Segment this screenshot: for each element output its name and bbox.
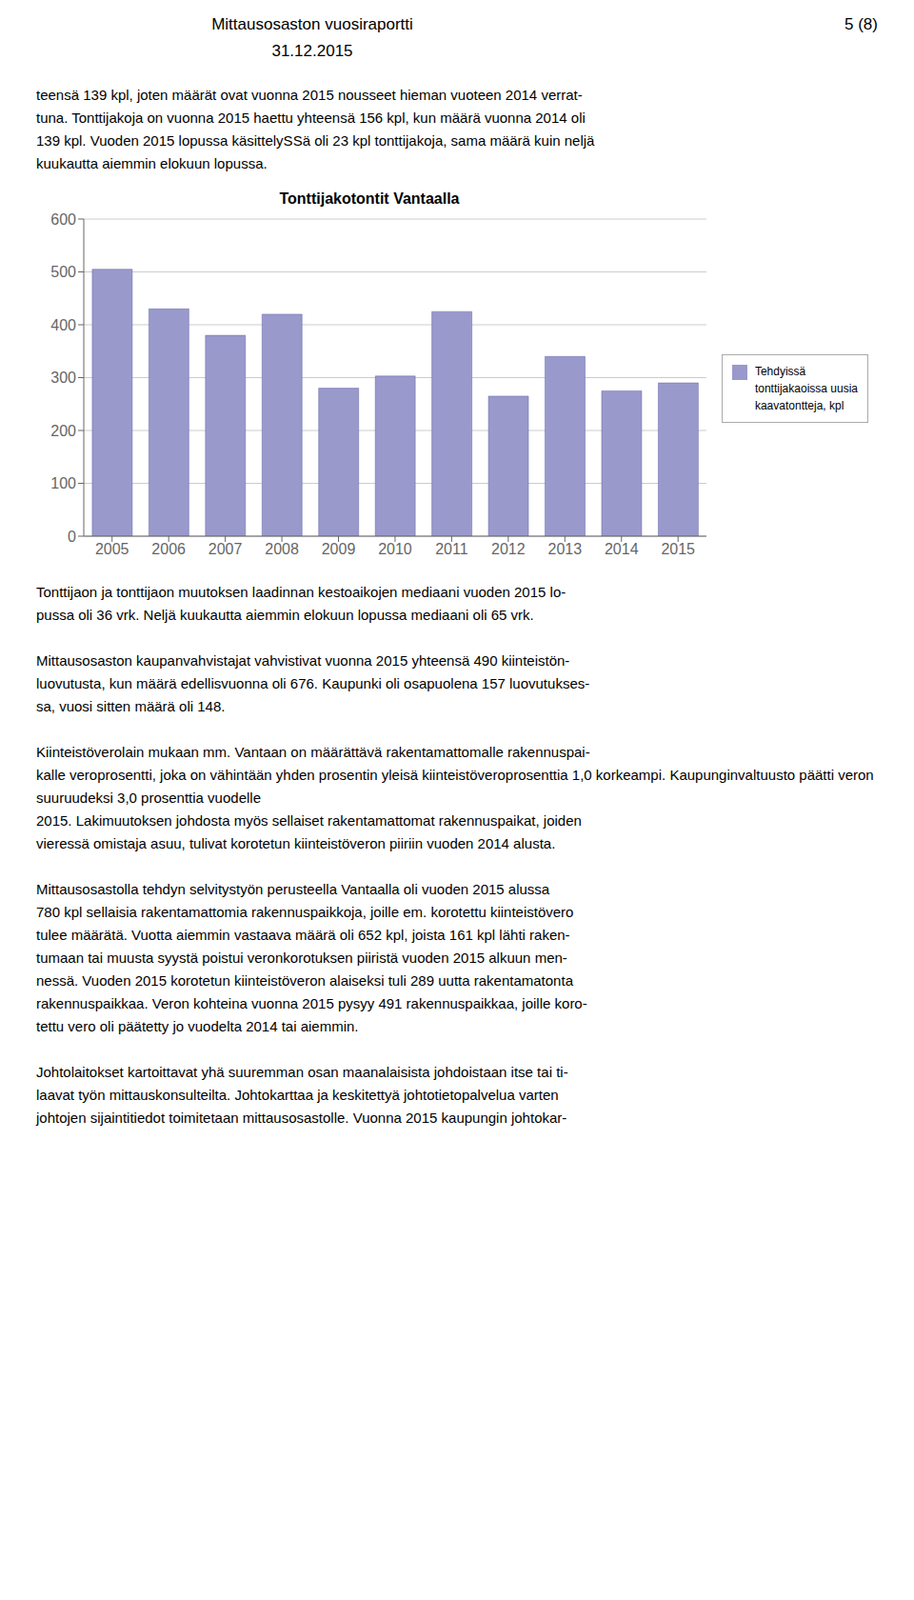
- html-text:Mittausosastolla tehdyn selvit: Mittausosastolla tehdyn selvitystyön per…: [36, 880, 550, 897]
- html-text:pussa oli 36 vrk. Neljä kuukau: pussa oli 36 vrk. Neljä kuukautta aiemmi…: [36, 606, 534, 623]
- html-text:tettu vero oli päätetty jo vuo: tettu vero oli päätetty jo vuodelta 2014…: [36, 1017, 359, 1034]
- svg-text:400: 400: [50, 317, 77, 334]
- svg-text:2015: 2015: [660, 540, 696, 557]
- html-text:tulee määrätä. Vuotta aiemmin: tulee määrätä. Vuotta aiemmin vastaava m…: [36, 926, 570, 943]
- html-text:2015. Lakimuutoksen johdosta m: 2015. Lakimuutoksen johdosta myös sellai…: [36, 812, 582, 829]
- html-text:Tonttijaon ja tonttijaon muuto: Tonttijaon ja tonttijaon muutoksen laadi…: [36, 583, 566, 600]
- html-text:Kiinteistöverolain mukaan mm.: Kiinteistöverolain mukaan mm. Vantaan on…: [36, 743, 591, 760]
- svg-text:300: 300: [50, 369, 77, 386]
- html-text:780 kpl sellaisia rakentamatto: 780 kpl sellaisia rakentamattomia rakenn…: [36, 903, 574, 920]
- svg-text:2005: 2005: [95, 540, 130, 557]
- svg-text:2009: 2009: [321, 540, 357, 557]
- svg-text:2010: 2010: [377, 540, 413, 557]
- svg-text:2012: 2012: [491, 540, 526, 557]
- html-text:kaavatontteja, kpl: kaavatontteja, kpl: [754, 398, 844, 413]
- html-text:5 (8): 5 (8): [844, 15, 878, 34]
- html-text:luovutusta, kun määrä edellisv: luovutusta, kun määrä edellisvuonna oli …: [36, 675, 590, 692]
- svg-text:2011: 2011: [435, 540, 469, 557]
- svg-text:100: 100: [50, 475, 77, 492]
- html-text:tumaan tai muusta syystä poist: tumaan tai muusta syystä poistui veronko…: [36, 949, 568, 966]
- svg-text:0: 0: [67, 528, 77, 545]
- html-text:kuukautta aiemmin elokuun lopu: kuukautta aiemmin elokuun lopussa.: [36, 155, 268, 172]
- html-text:kalle veroprosentti, joka on v: kalle veroprosentti, joka on vähintään y…: [36, 766, 874, 806]
- html-text:tuna. Tonttijakoja on vuonna 2: tuna. Tonttijakoja on vuonna 2015 haettu…: [36, 109, 586, 126]
- html-text:vieressä omistaja asuu, tuliva: vieressä omistaja asuu, tulivat korotetu…: [36, 834, 556, 852]
- html-text:teensä 139 kpl, joten määrät o: teensä 139 kpl, joten määrät ovat vuonna…: [36, 86, 583, 103]
- html-text:laavat työn mittauskonsulteilt: laavat työn mittauskonsulteilta. Johtoka…: [36, 1086, 559, 1103]
- html-text:Tonttijakotontit Vantaalla: Tonttijakotontit Vantaalla: [279, 190, 460, 207]
- svg-text:2014: 2014: [604, 540, 639, 557]
- html-text:31.12.2015: 31.12.2015: [271, 41, 353, 60]
- svg-text:200: 200: [50, 422, 77, 439]
- html-text:nessä. Vuoden 2015 korotetun k: nessä. Vuoden 2015 korotetun kiinteistöv…: [36, 972, 574, 989]
- html-text:Mittausosaston kaupanvahvistaj: Mittausosaston kaupanvahvistajat vahvist…: [36, 652, 570, 669]
- html-text:tonttijakaoissa uusia: tonttijakaoissa uusia: [754, 381, 858, 396]
- html-text:sa, vuosi sitten määrä oli 148: sa, vuosi sitten määrä oli 148.: [36, 697, 226, 715]
- html-text:johtojen sijaintitiedot toimit: johtojen sijaintitiedot toimitetaan mitt…: [36, 1109, 567, 1126]
- html-text:Mittausosaston vuosiraportti: Mittausosaston vuosiraportti: [211, 15, 414, 34]
- svg-text:2013: 2013: [548, 540, 583, 557]
- svg-text:500: 500: [50, 263, 77, 280]
- svg-text:600: 600: [50, 211, 77, 228]
- html-text:rakennuspaikkaa. Veron kohtein: rakennuspaikkaa. Veron kohteina vuonna 2…: [36, 994, 588, 1012]
- svg-text:2007: 2007: [208, 540, 243, 557]
- html-text:139 kpl. Vuoden 2015 lopussa k: 139 kpl. Vuoden 2015 lopussa käsittelySS…: [36, 132, 595, 149]
- html-text:Johtolaitokset kartoittavat yh: Johtolaitokset kartoittavat yhä suuremma…: [36, 1063, 569, 1080]
- svg-text:2008: 2008: [264, 540, 299, 557]
- svg-text:2006: 2006: [151, 540, 186, 557]
- html-text:Tehdyissä: Tehdyissä: [754, 364, 806, 378]
